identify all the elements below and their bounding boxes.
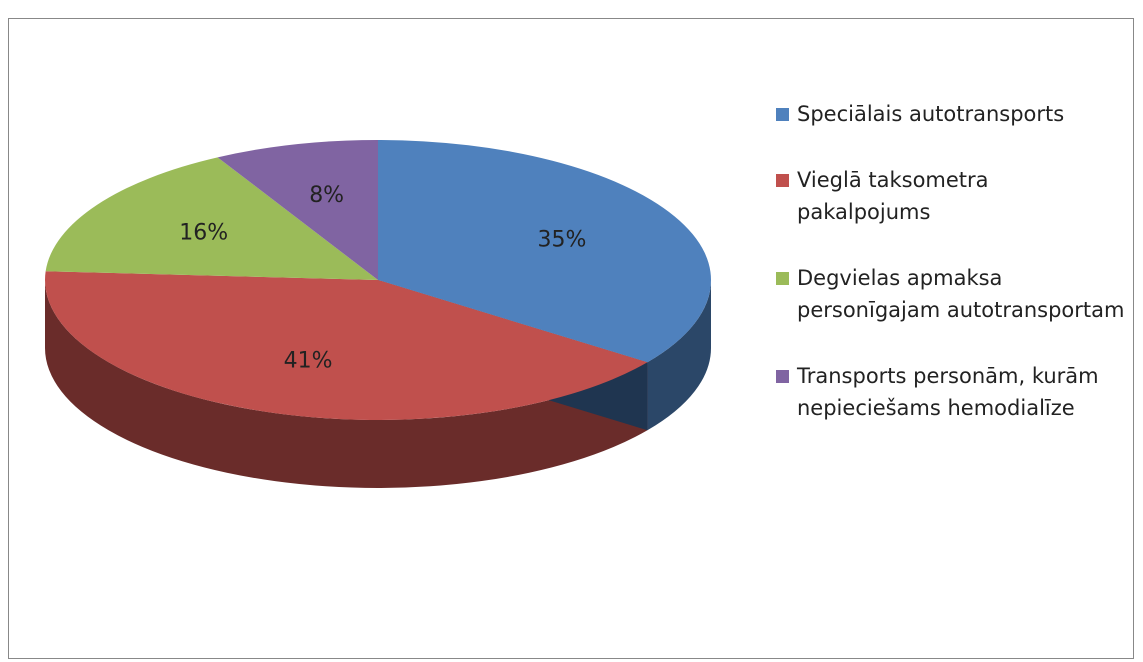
legend-item: Transports personām, kurām nepieciešams … [776, 360, 1126, 424]
data-label: 16% [179, 220, 228, 245]
legend-label: Degvielas apmaksa personīgajam autotrans… [797, 266, 1125, 322]
legend-swatch [776, 108, 789, 121]
legend-label: Vieglā taksometra pakalpojums [797, 168, 989, 224]
data-label: 41% [284, 349, 333, 374]
frame [8, 18, 1134, 659]
legend-swatch [776, 174, 789, 187]
slice-side [647, 280, 711, 431]
data-label: 8% [309, 183, 344, 208]
legend-swatch [776, 272, 789, 285]
legend-item: Degvielas apmaksa personīgajam autotrans… [776, 262, 1126, 326]
slice [217, 140, 378, 280]
slice [378, 140, 711, 363]
legend-label: Transports personām, kurām nepieciešams … [797, 364, 1099, 420]
slice [44, 271, 648, 420]
legend-label: Speciālais autotransports [797, 102, 1065, 126]
legend-swatch [776, 370, 789, 383]
slice-side [45, 280, 648, 488]
legend-item: Vieglā taksometra pakalpojums [776, 164, 1126, 228]
legend-item: Speciālais autotransports [776, 98, 1126, 130]
slice [45, 157, 378, 280]
data-label: 35% [538, 228, 587, 253]
legend: Speciālais autotransports Vieglā taksomet… [776, 98, 1126, 424]
